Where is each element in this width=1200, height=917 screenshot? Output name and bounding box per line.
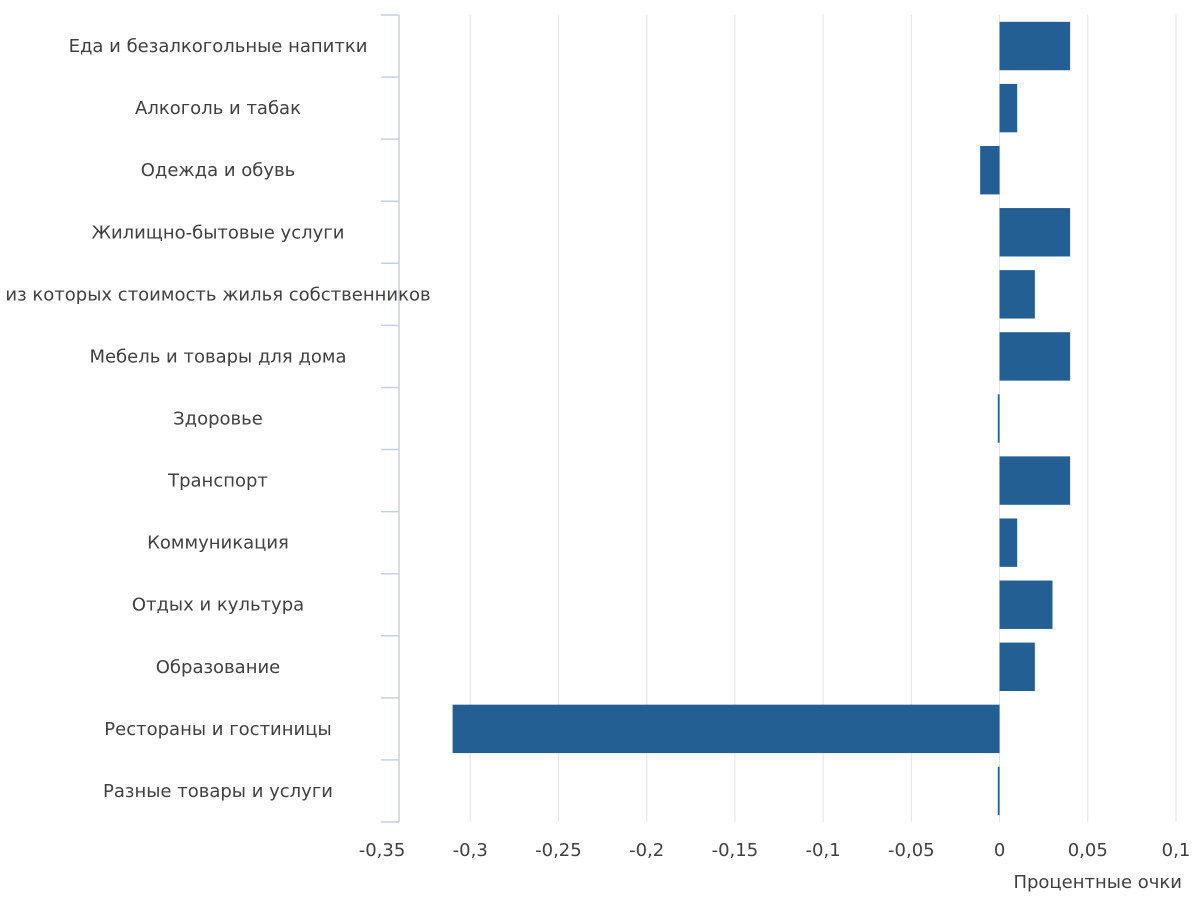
- category-label: Разные товары и услуги: [103, 781, 333, 802]
- x-tick-label: 0,1: [1162, 840, 1191, 861]
- category-label: Еда и безалкогольные напитки: [69, 36, 368, 57]
- category-labels: Еда и безалкогольные напитки Алкоголь и т…: [5, 36, 430, 802]
- category-label: Мебель и товары для дома: [89, 346, 346, 367]
- category-label: Коммуникация: [147, 533, 289, 554]
- x-tick-label: 0: [994, 840, 1005, 861]
- bar: [999, 83, 1018, 133]
- bar: [999, 208, 1071, 257]
- category-axis: [381, 14, 400, 823]
- x-tick-label: -0,25: [535, 840, 582, 861]
- bar: [999, 270, 1035, 319]
- bar: [999, 518, 1018, 567]
- category-label: Жилищно-бытовые услуги: [92, 222, 345, 243]
- category-label: Образование: [156, 657, 281, 678]
- bar: [980, 145, 1000, 195]
- x-tick-label: -0,35: [359, 840, 406, 861]
- gridlines: [469, 15, 1177, 822]
- bar: [999, 642, 1035, 692]
- category-label: Здоровье: [173, 409, 263, 430]
- x-tick-label: -0,2: [629, 840, 664, 861]
- bars: [452, 21, 1071, 816]
- bar: [997, 394, 1000, 443]
- category-label: из которых стоимость жилья собственников: [5, 284, 430, 305]
- category-label: Транспорт: [167, 471, 268, 492]
- x-axis-title: Процентные очки: [1013, 872, 1182, 893]
- bar: [999, 456, 1071, 505]
- x-tick-label: -0,05: [888, 840, 935, 861]
- bar: [452, 704, 1000, 754]
- x-tick-label: -0,3: [453, 840, 488, 861]
- x-tick-label: 0,05: [1068, 840, 1108, 861]
- bar: [999, 332, 1071, 381]
- x-tick-labels: -0,35 -0,3 -0,25 -0,2 -0,15 -0,1 -0,05 0 0,05 0,1: [359, 840, 1191, 861]
- category-label: Отдых и культура: [132, 595, 304, 616]
- x-tick-label: -0,1: [806, 840, 841, 861]
- category-label: Одежда и обувь: [141, 160, 296, 181]
- category-label: Алкоголь и табак: [135, 98, 301, 119]
- bar: [999, 580, 1053, 629]
- category-label: Рестораны и гостиницы: [104, 719, 331, 740]
- x-tick-label: -0,15: [712, 840, 759, 861]
- bar: [999, 21, 1071, 71]
- bar: [997, 766, 1000, 816]
